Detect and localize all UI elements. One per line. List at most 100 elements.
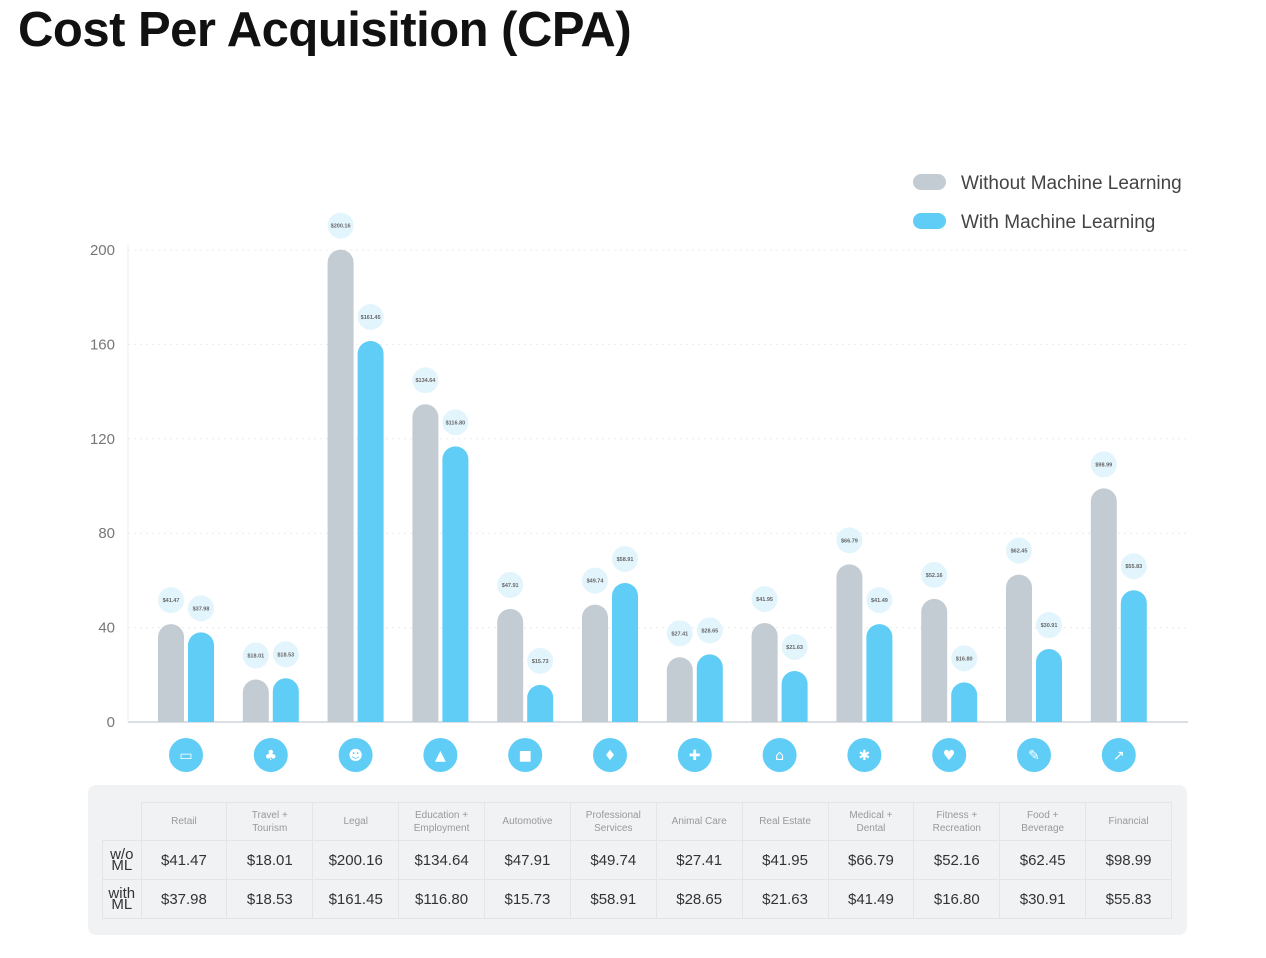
tooth-icon (847, 738, 882, 772)
bar-with-ml (357, 340, 384, 722)
chart-icon (1101, 738, 1136, 772)
page-title: Cost Per Acquisition (CPA) (18, 3, 632, 57)
y-tick-label: 80 (98, 525, 115, 542)
table-cell: $49.74 (569, 840, 657, 880)
table-header-cell: Food + Beverage (999, 802, 1087, 841)
cpa-data-table: Retail Travel + Tourism Legal Education + Emp… (88, 785, 1187, 935)
bar-without-ml (412, 404, 439, 722)
table-cell: $55.83 (1085, 879, 1172, 919)
value-label: $16.80 (956, 656, 973, 662)
value-label-bubble (327, 212, 354, 239)
y-tick-label: 160 (90, 336, 115, 353)
value-label-bubble (696, 617, 723, 644)
value-label-bubble (158, 587, 184, 614)
value-label: $161.45 (361, 315, 381, 321)
drops-icon (593, 738, 627, 772)
table-cell: $16.80 (913, 879, 1001, 919)
bar-with-ml (188, 632, 214, 722)
medical-kit-icon (677, 738, 712, 772)
legend-swatch-with-ml (913, 213, 946, 229)
value-label: $37.98 (193, 606, 210, 612)
chart-icon-glyph: ↗ (1113, 748, 1125, 764)
value-label-bubble (612, 545, 638, 572)
table-cell: $52.16 (913, 840, 1001, 880)
bar-with-ml (781, 670, 808, 722)
table-corner (103, 803, 142, 841)
bar-with-ml (527, 684, 554, 722)
bar-without-ml (327, 249, 354, 722)
value-label: $55.83 (1125, 564, 1142, 570)
category-icons: ▭ ♣ ☻ ▲ ■ ♦ ✚ ⌂ ✱ ♥ ✎ ↗ (169, 738, 1136, 772)
value-label-bubble (781, 633, 808, 660)
value-label: $21.63 (786, 645, 803, 651)
table-header-cell: Animal Care (655, 802, 743, 841)
credit-card-icon-glyph: ▭ (179, 748, 192, 764)
table-cell: $18.01 (226, 840, 314, 880)
value-label-bubble (666, 620, 693, 647)
table-header-cell: Medical + Dental (827, 802, 915, 841)
value-label: $58.91 (617, 557, 634, 563)
value-label: $52.16 (926, 573, 943, 579)
bar-without-ml (666, 657, 693, 722)
bar-with-ml (612, 582, 638, 722)
value-label-bubble (442, 409, 469, 436)
table-cell: $30.91 (999, 879, 1087, 919)
value-label: $66.79 (841, 538, 858, 544)
value-label: $18.01 (247, 653, 264, 659)
drops-icon-glyph: ♦ (604, 748, 617, 764)
palm-tree-icon-glyph: ♣ (265, 748, 278, 764)
value-label-bubble (1036, 612, 1062, 639)
graduation-cap-icon-glyph: ▲ (435, 748, 446, 764)
bar-without-ml (921, 598, 948, 722)
bar-with-ml (696, 654, 723, 722)
table-row: w/o ML $41.47 $18.01 $200.16 $134.64 $47.91 $49… (102, 840, 1172, 880)
table-header-cell: Real Estate (741, 802, 829, 841)
house-icon (762, 738, 797, 772)
legend-swatch-without-ml (913, 174, 946, 190)
value-label: $41.49 (871, 598, 888, 604)
truck-icon-glyph: ■ (519, 748, 532, 764)
graduation-cap-icon (423, 738, 458, 772)
value-label-bubble (751, 585, 778, 612)
value-label-bubble (242, 642, 269, 669)
table-cell: $200.16 (312, 840, 400, 880)
value-label-bubble (527, 647, 554, 674)
value-label: $41.47 (163, 598, 180, 604)
table-cell: $28.65 (655, 879, 743, 919)
table-cell: $15.73 (484, 879, 571, 919)
value-label: $62.45 (1011, 549, 1028, 555)
bar-without-ml (751, 622, 778, 722)
value-label: $28.65 (701, 628, 718, 634)
table-cell: $21.63 (741, 879, 829, 919)
bar-with-ml (1120, 590, 1147, 722)
value-label: $30.91 (1041, 623, 1058, 629)
value-label-bubble (497, 571, 524, 598)
value-label: $134.64 (415, 378, 436, 384)
table-cell: $116.80 (398, 879, 485, 919)
legend-label-with-ml: With Machine Learning (961, 212, 1155, 233)
table-cell: $98.99 (1085, 840, 1172, 880)
bars (158, 249, 1147, 722)
value-label-bubble (272, 641, 299, 668)
value-label-bubble (921, 561, 948, 588)
y-axis-ticks: 0 40 80 120 160 200 (90, 242, 115, 731)
value-label: $41.95 (756, 597, 773, 603)
y-tick-label: 120 (90, 431, 115, 448)
table-cell: $18.53 (226, 879, 314, 919)
bar-with-ml (951, 682, 978, 722)
table-cell: $134.64 (398, 840, 485, 880)
table-cell: $58.91 (569, 879, 657, 919)
heart-icon-glyph: ♥ (943, 748, 956, 764)
table-header-cell: Financial (1085, 802, 1172, 841)
table-cell: $161.45 (312, 879, 400, 919)
bar-without-ml (582, 604, 608, 722)
heart-icon (932, 738, 967, 772)
bar-with-ml (272, 678, 299, 722)
bar-with-ml (866, 624, 893, 722)
table-header-cell: Legal (312, 802, 400, 841)
food-icon (1017, 738, 1051, 772)
value-label: $116.80 (446, 420, 466, 426)
table-header-cell: Automotive (484, 802, 571, 841)
bar-with-ml (1036, 649, 1062, 722)
